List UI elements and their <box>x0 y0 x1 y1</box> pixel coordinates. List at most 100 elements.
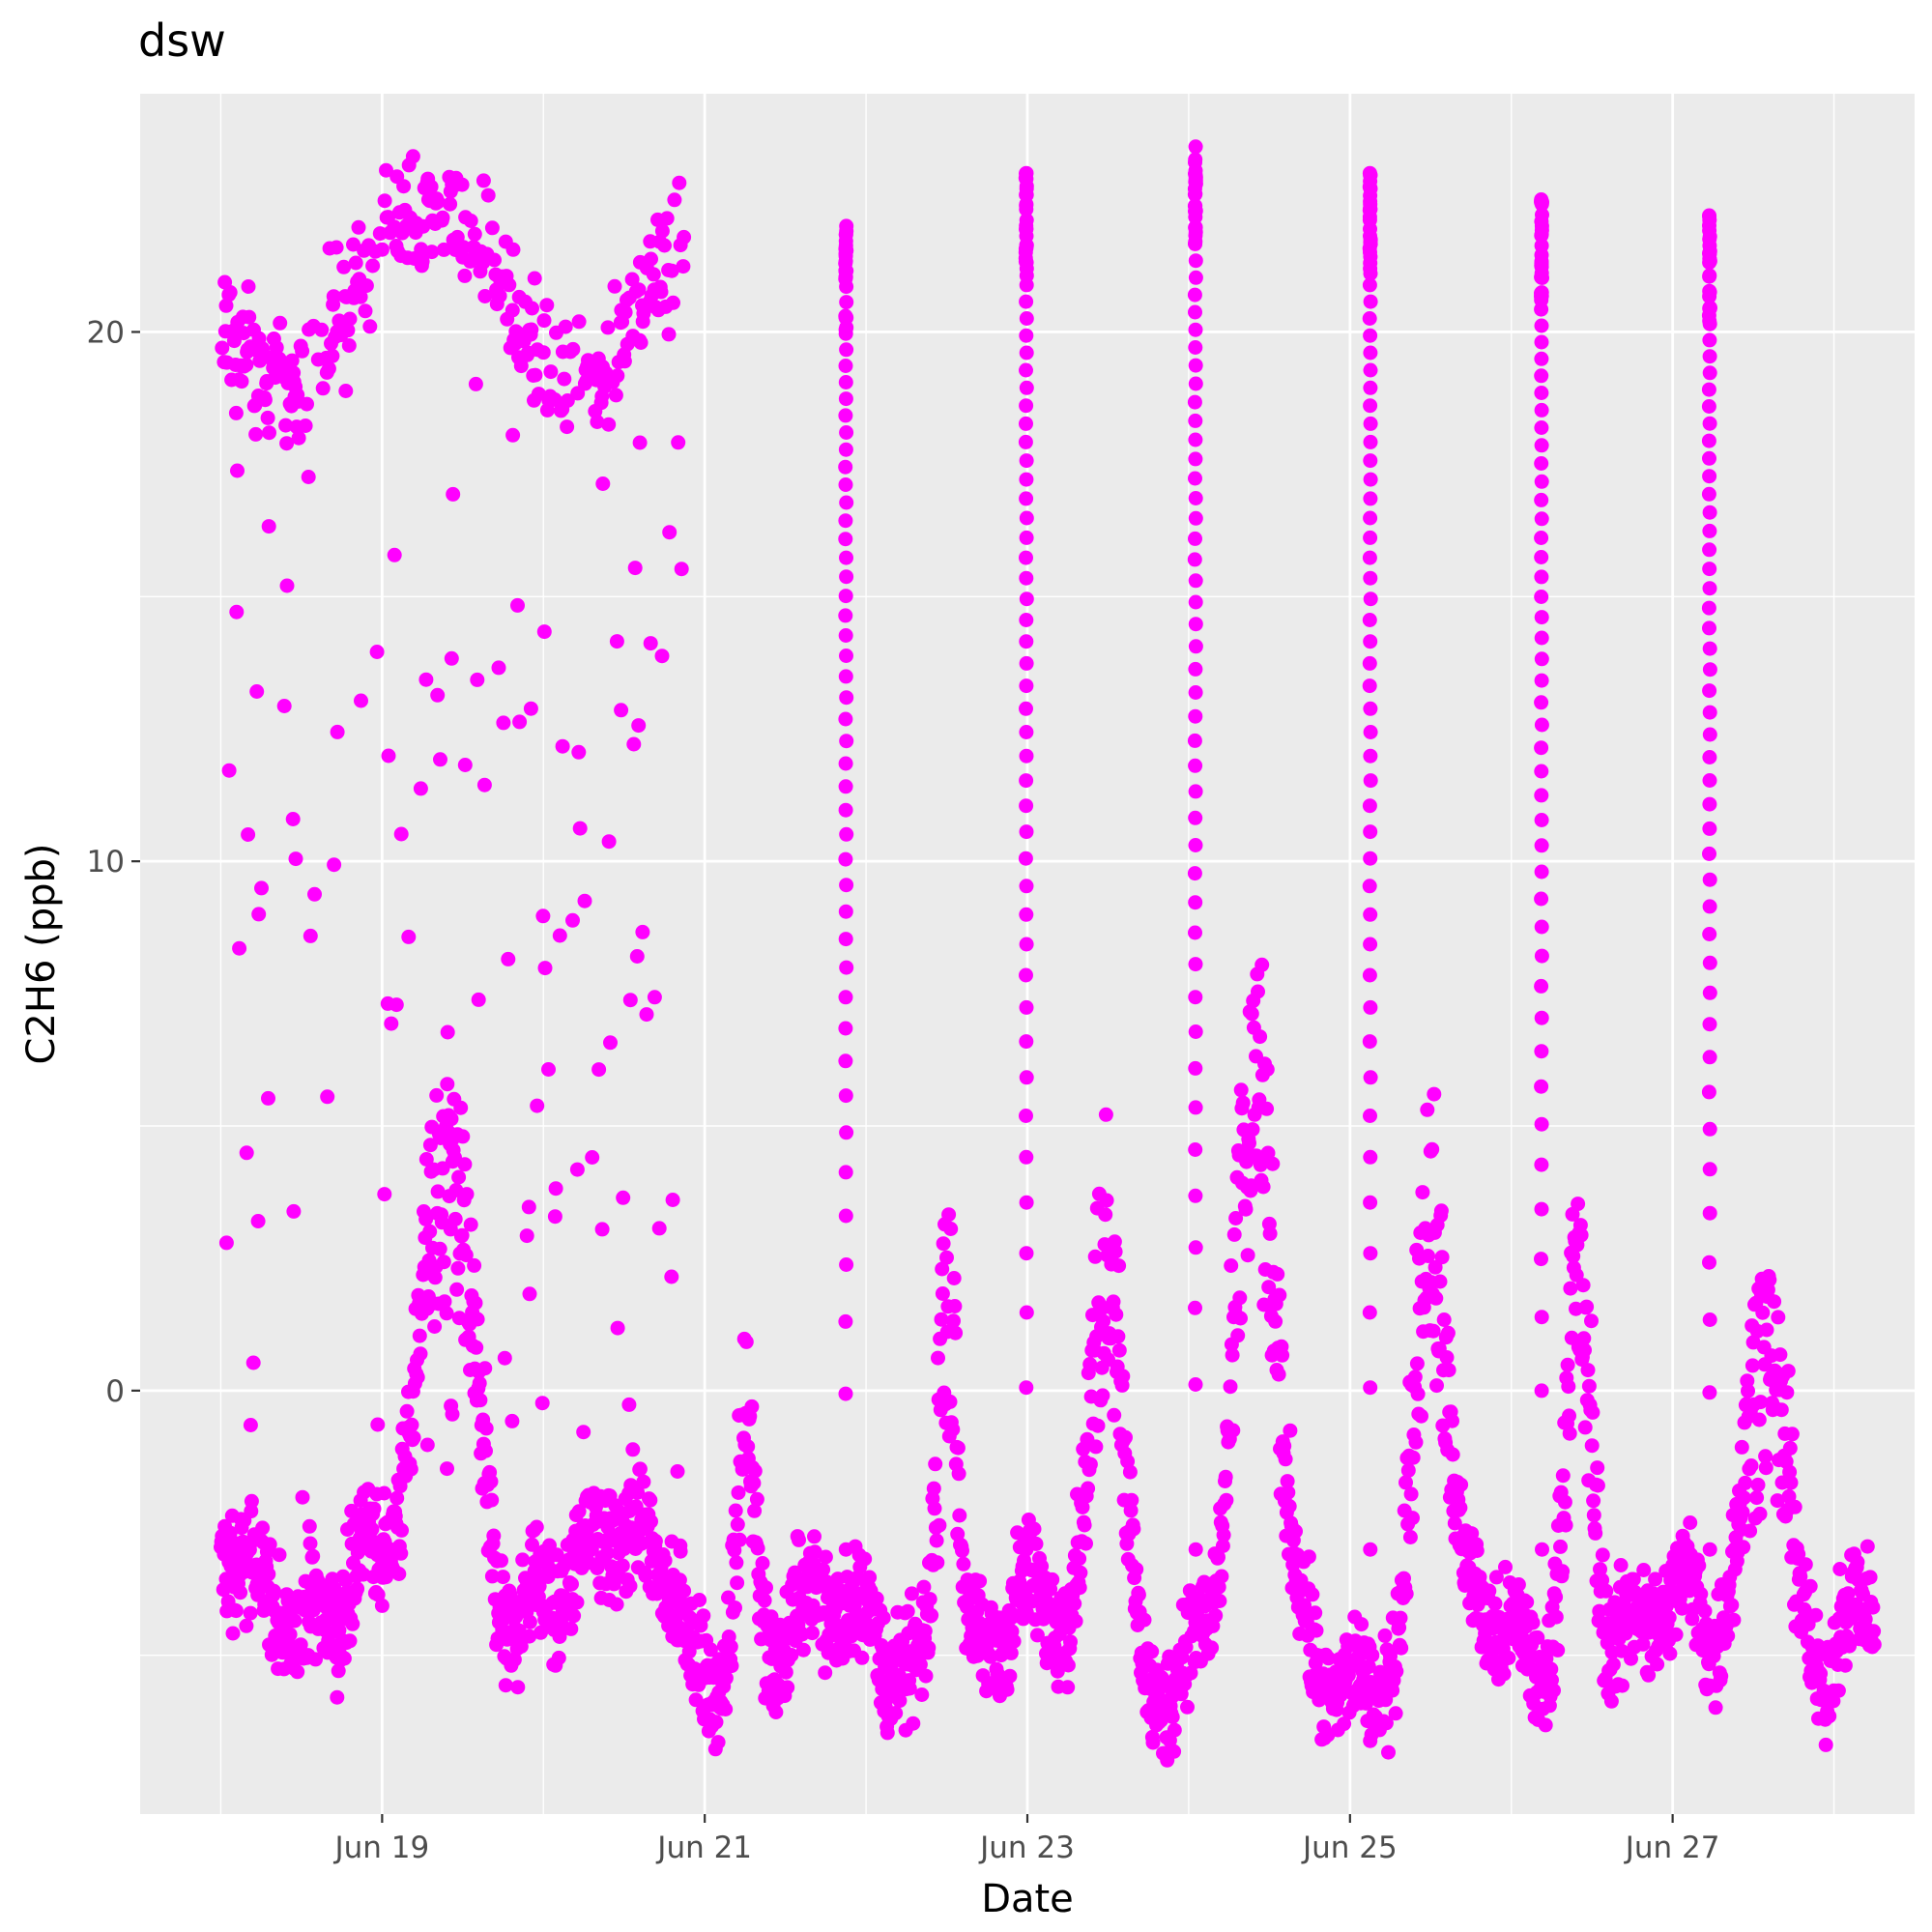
data-point <box>1636 1563 1652 1577</box>
data-point <box>1550 1642 1566 1658</box>
data-point <box>260 410 275 425</box>
data-point <box>635 924 650 939</box>
data-point <box>728 1600 742 1615</box>
data-point <box>1282 1499 1297 1514</box>
data-point <box>838 589 853 604</box>
data-point <box>1188 236 1202 251</box>
data-point <box>1593 1562 1607 1577</box>
data-point <box>1363 472 1378 487</box>
data-point <box>609 1597 624 1612</box>
data-point <box>440 1024 455 1040</box>
data-point <box>1720 1629 1736 1644</box>
data-point <box>1363 1246 1378 1261</box>
data-point <box>950 1440 966 1456</box>
data-point <box>1188 358 1203 373</box>
data-point <box>926 1481 941 1496</box>
data-point <box>1802 1578 1818 1594</box>
data-point <box>1784 1427 1800 1442</box>
data-point <box>364 1521 380 1537</box>
data-point <box>1724 1598 1740 1613</box>
data-point <box>243 1418 258 1432</box>
data-point <box>664 1269 679 1284</box>
data-point <box>430 194 446 210</box>
data-point <box>1003 1645 1019 1660</box>
data-point <box>1414 1408 1428 1424</box>
data-point <box>1485 1621 1501 1636</box>
data-point <box>1421 1249 1435 1263</box>
data-point <box>657 238 672 253</box>
data-point <box>936 1236 951 1252</box>
data-point <box>541 1062 556 1077</box>
data-point <box>838 322 853 337</box>
data-point <box>1235 1095 1251 1110</box>
data-point <box>1018 851 1033 866</box>
data-point <box>327 857 342 873</box>
data-point <box>1702 542 1717 558</box>
data-point <box>446 486 461 502</box>
data-point <box>1363 167 1378 183</box>
data-point <box>622 993 638 1008</box>
data-point <box>1337 1716 1352 1732</box>
data-point <box>284 353 300 368</box>
data-point <box>653 284 669 300</box>
data-point <box>391 1567 407 1581</box>
data-point <box>547 1209 562 1225</box>
data-point <box>535 345 551 360</box>
data-point <box>359 278 374 293</box>
data-point <box>892 1693 908 1709</box>
data-point <box>1488 1570 1504 1585</box>
data-point <box>1571 1197 1586 1212</box>
data-point <box>457 268 473 283</box>
data-point <box>1534 651 1549 667</box>
data-point <box>1701 382 1716 397</box>
data-point <box>1808 1607 1824 1623</box>
data-point <box>665 1193 680 1207</box>
data-point <box>1363 453 1378 469</box>
data-point <box>1019 362 1033 378</box>
data-point <box>1363 434 1378 449</box>
data-point <box>1050 1663 1065 1679</box>
data-point <box>952 1508 967 1523</box>
data-point <box>261 1090 275 1106</box>
data-point <box>1439 1350 1455 1365</box>
data-point <box>336 1651 352 1666</box>
data-point <box>591 1062 607 1078</box>
data-point <box>478 1421 494 1436</box>
data-point <box>838 408 853 423</box>
data-point <box>1427 1086 1442 1102</box>
data-point <box>1426 1323 1441 1339</box>
data-point <box>932 1517 947 1533</box>
data-point <box>1188 594 1203 610</box>
data-point <box>1067 1596 1082 1611</box>
data-point <box>916 1579 932 1595</box>
data-point <box>524 322 539 337</box>
x-tick-label: Jun 23 <box>978 1831 1075 1865</box>
data-point <box>1702 268 1717 283</box>
data-point <box>838 1053 853 1069</box>
data-point <box>590 415 605 429</box>
data-point <box>838 227 853 243</box>
data-point <box>1752 1506 1768 1521</box>
data-point <box>1019 311 1034 326</box>
data-point <box>370 1417 386 1432</box>
data-point <box>838 756 853 771</box>
data-point <box>1188 838 1203 852</box>
data-point <box>1265 1156 1281 1171</box>
data-point <box>838 513 853 529</box>
data-point <box>1255 1179 1271 1195</box>
data-point <box>594 1222 610 1237</box>
data-point <box>455 1129 471 1144</box>
data-point <box>1019 472 1034 487</box>
data-point <box>525 301 539 316</box>
data-point <box>1548 1609 1564 1625</box>
data-point <box>1262 1226 1278 1241</box>
data-point <box>576 1425 591 1440</box>
data-point <box>839 550 853 565</box>
data-point <box>1019 1195 1034 1210</box>
data-point <box>1188 1142 1203 1157</box>
data-point <box>1519 1595 1535 1610</box>
data-point <box>1546 1683 1561 1698</box>
data-point <box>1511 1577 1526 1592</box>
data-point <box>1793 1569 1808 1584</box>
data-point <box>1363 491 1378 506</box>
